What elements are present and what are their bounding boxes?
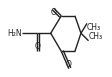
- Text: CH₃: CH₃: [88, 32, 103, 41]
- Text: CH₃: CH₃: [87, 23, 101, 32]
- Text: O: O: [34, 42, 40, 51]
- Text: H₂N: H₂N: [7, 29, 22, 38]
- Text: O: O: [66, 60, 72, 69]
- Text: O: O: [51, 8, 57, 17]
